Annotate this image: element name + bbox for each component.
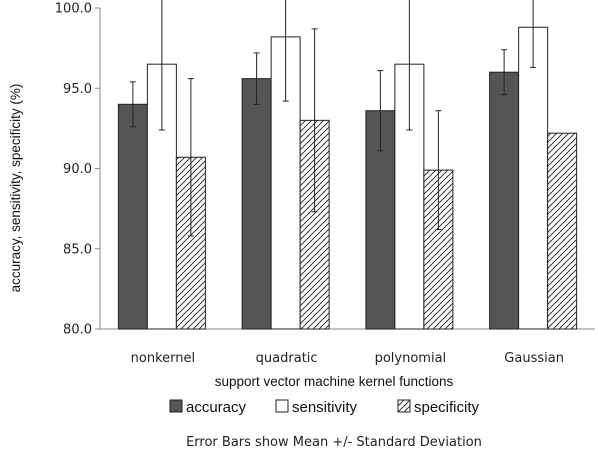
legend-item-specificity: specificity: [397, 399, 480, 416]
bar-specificity-polynomial: [423, 169, 454, 330]
bar-sensitivity-gaussian: [518, 26, 549, 330]
error-bar-accuracy-polynomial: [377, 70, 384, 152]
legend-swatch-accuracy: [169, 399, 183, 413]
error-bar-sensitivity-nonkernel: [158, 0, 165, 131]
y-tick-label: 90.0: [63, 162, 92, 177]
error-bar-accuracy-quadratic: [253, 52, 260, 105]
legend-swatch-sensitivity: [275, 399, 289, 413]
bar-accuracy-gaussian: [489, 71, 520, 330]
legend-item-sensitivity: sensitivity: [275, 399, 358, 416]
error-bar-accuracy-nonkernel: [129, 81, 136, 128]
error-bar-sensitivity-gaussian: [530, 0, 537, 68]
x-tick-labels: nonkernel quadratic polynomial Gaussian: [131, 351, 564, 366]
error-bar-sensitivity-polynomial: [406, 0, 413, 131]
error-bar-specificity-nonkernel: [187, 78, 194, 237]
bar-accuracy-nonkernel: [117, 103, 148, 330]
x-axis-title: support vector machine kernel functions: [215, 374, 454, 389]
error-bar-note: Error Bars show Mean +/- Standard Deviat…: [186, 435, 482, 450]
legend-label-sensitivity: sensitivity: [292, 399, 358, 416]
x-tick-label-nonkernel: nonkernel: [131, 351, 195, 366]
legend-label-accuracy: accuracy: [186, 399, 247, 416]
y-tick-labels: 80.0 85.0 90.0 95.0 100.0: [55, 2, 100, 338]
bar-accuracy-quadratic: [241, 78, 272, 330]
x-tick-label-polynomial: polynomial: [375, 351, 447, 366]
error-bar-sensitivity-quadratic: [282, 0, 289, 102]
y-tick-label: 85.0: [63, 242, 92, 257]
y-tick-label: 95.0: [63, 82, 92, 97]
legend: accuracy sensitivity specificity: [169, 399, 480, 416]
y-axis: 80.0 85.0 90.0 95.0 100.0: [55, 2, 101, 338]
x-tick-label-gaussian: Gaussian: [504, 351, 564, 366]
y-tick-label: 100.0: [55, 2, 92, 17]
error-bar-accuracy-gaussian: [501, 49, 508, 96]
legend-item-accuracy: accuracy: [169, 399, 247, 416]
y-axis-title: accuracy, sensitivity, specificity (%): [8, 84, 23, 293]
legend-label-specificity: specificity: [414, 399, 480, 416]
bars: [117, 26, 578, 330]
legend-swatch-specificity: [397, 399, 411, 413]
y-tick-label: 80.0: [63, 323, 92, 338]
x-tick-label-quadratic: quadratic: [256, 351, 318, 366]
error-bar-specificity-quadratic: [311, 28, 318, 213]
error-bars: [129, 0, 537, 237]
error-bar-specificity-polynomial: [435, 110, 442, 230]
bar-specificity-gaussian: [547, 132, 578, 330]
